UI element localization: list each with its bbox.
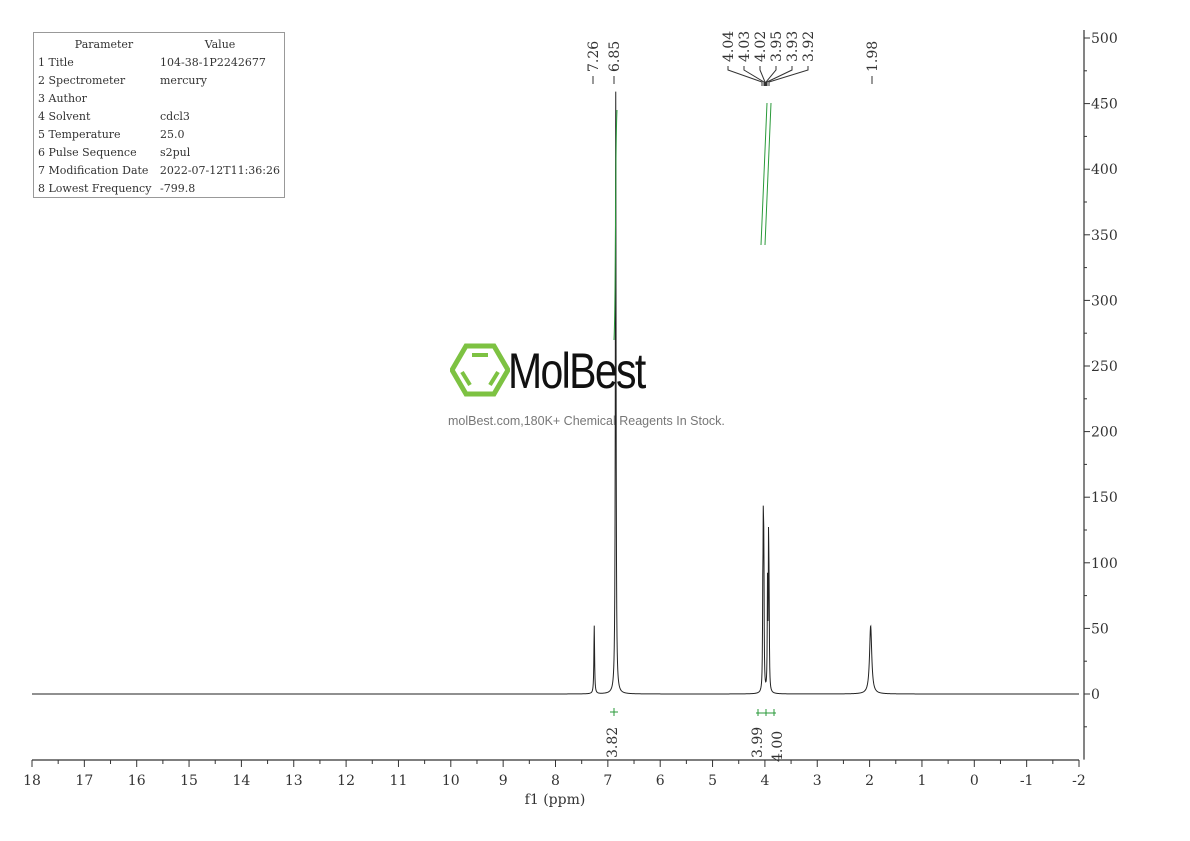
- x-tick-label: 12: [337, 773, 355, 789]
- y-tick-label: 150: [1091, 490, 1118, 506]
- parameter-value: 25.0: [160, 128, 185, 141]
- peak-label-connector: [743, 66, 765, 86]
- integral-curve: [613, 109, 618, 341]
- peak-label: 4.03: [737, 31, 753, 62]
- parameter-key: 1 Title: [38, 56, 74, 69]
- integral-label: 3.82: [605, 727, 621, 758]
- x-tick-label: 1: [917, 773, 926, 789]
- x-axis-label: f1 (ppm): [525, 792, 586, 808]
- parameter-key: 6 Pulse Sequence: [38, 146, 137, 159]
- x-tick-label: 14: [232, 773, 250, 789]
- spectrum-trace: [32, 91, 1079, 695]
- y-tick-label: 300: [1091, 293, 1118, 309]
- parameter-table: Parameter Value 1 Title 104-38-1P2242677 2…: [33, 32, 285, 198]
- parameter-row: 5 Temperature 25.0: [38, 126, 280, 144]
- peak-label: 4.04: [721, 31, 737, 62]
- parameter-row: 2 Spectrometer mercury: [38, 72, 280, 90]
- peak-label: 4.02: [753, 31, 769, 62]
- peak-label: 3.95: [769, 31, 785, 62]
- x-tick-label: 13: [285, 773, 303, 789]
- y-tick-label: 350: [1091, 228, 1118, 244]
- x-tick-label: 0: [970, 773, 979, 789]
- parameter-row: 6 Pulse Sequence s2pul: [38, 144, 280, 162]
- integral-label: 3.99: [750, 727, 766, 758]
- parameter-row: 8 Lowest Frequency -799.8: [38, 180, 280, 198]
- x-tick-label: 2: [865, 773, 874, 789]
- header-parameter: Parameter: [74, 38, 134, 51]
- parameter-value: -799.8: [160, 182, 196, 195]
- parameter-value: s2pul: [160, 146, 191, 159]
- parameter-value: 104-38-1P2242677: [160, 56, 266, 69]
- molbest-logo-icon: [450, 343, 510, 397]
- peak-label-connector: [765, 66, 777, 86]
- watermark-tagline: molBest.com,180K+ Chemical Reagents In S…: [448, 414, 725, 428]
- integral-marker: [610, 708, 618, 716]
- parameter-value: cdcl3: [160, 110, 190, 123]
- y-tick-label: 400: [1091, 162, 1118, 178]
- x-tick-label: 17: [75, 773, 93, 789]
- peak-label-connector: [759, 66, 766, 86]
- integral-label: 4.00: [770, 731, 786, 762]
- integral-curve: [764, 102, 772, 246]
- peak-label: 6.85: [607, 41, 623, 72]
- parameter-row: 4 Solvent cdcl3: [38, 108, 280, 126]
- parameter-key: 4 Solvent: [38, 110, 91, 123]
- x-tick-label: 8: [551, 773, 560, 789]
- x-tick-label: 9: [499, 773, 508, 789]
- parameter-row: 7 Modification Date 2022-07-12T11:36:26: [38, 162, 280, 180]
- y-tick-label: 0: [1091, 687, 1100, 703]
- parameter-key: 3 Author: [38, 92, 87, 105]
- parameter-key: 7 Modification Date: [38, 164, 149, 177]
- parameter-key: 2 Spectrometer: [38, 74, 126, 87]
- parameter-value: mercury: [160, 74, 207, 87]
- peak-label-connector: [727, 66, 763, 86]
- y-tick-label: 50: [1091, 621, 1109, 637]
- peak-label: 3.92: [801, 31, 817, 62]
- y-tick-label: 100: [1091, 556, 1118, 572]
- header-value: Value: [204, 38, 236, 51]
- parameter-key: 5 Temperature: [38, 128, 121, 141]
- x-tick-label: 11: [390, 773, 408, 789]
- y-tick-label: 450: [1091, 97, 1118, 113]
- peak-label-connector: [766, 66, 793, 86]
- x-tick-label: -1: [1020, 773, 1034, 789]
- x-tick-label: 18: [23, 773, 41, 789]
- integral-curve: [760, 102, 768, 246]
- x-tick-label: 6: [656, 773, 665, 789]
- peak-label: 1.98: [865, 41, 881, 72]
- parameter-value: 2022-07-12T11:36:26: [159, 164, 280, 177]
- x-tick-label: 3: [813, 773, 822, 789]
- x-tick-label: 5: [708, 773, 717, 789]
- parameter-key: 8 Lowest Frequency: [38, 182, 152, 195]
- peak-label-connector: [768, 66, 809, 86]
- parameter-row: 3 Author: [38, 90, 280, 108]
- x-tick-label: 16: [128, 773, 146, 789]
- x-tick-label: -2: [1072, 773, 1086, 789]
- x-tick-label: 4: [760, 773, 769, 789]
- y-tick-label: 500: [1091, 31, 1118, 47]
- y-tick-label: 200: [1091, 425, 1118, 441]
- x-tick-label: 7: [603, 773, 612, 789]
- peak-label: 7.26: [586, 41, 602, 72]
- parameter-row: 1 Title 104-38-1P2242677: [38, 54, 280, 72]
- parameter-table-header: Parameter Value: [38, 36, 280, 54]
- integral-marker: [756, 709, 776, 716]
- y-tick-label: 250: [1091, 359, 1118, 375]
- x-tick-label: 10: [442, 773, 460, 789]
- peak-label: 3.93: [785, 31, 801, 62]
- x-tick-label: 15: [180, 773, 198, 789]
- watermark-brand: MolBest: [508, 343, 646, 399]
